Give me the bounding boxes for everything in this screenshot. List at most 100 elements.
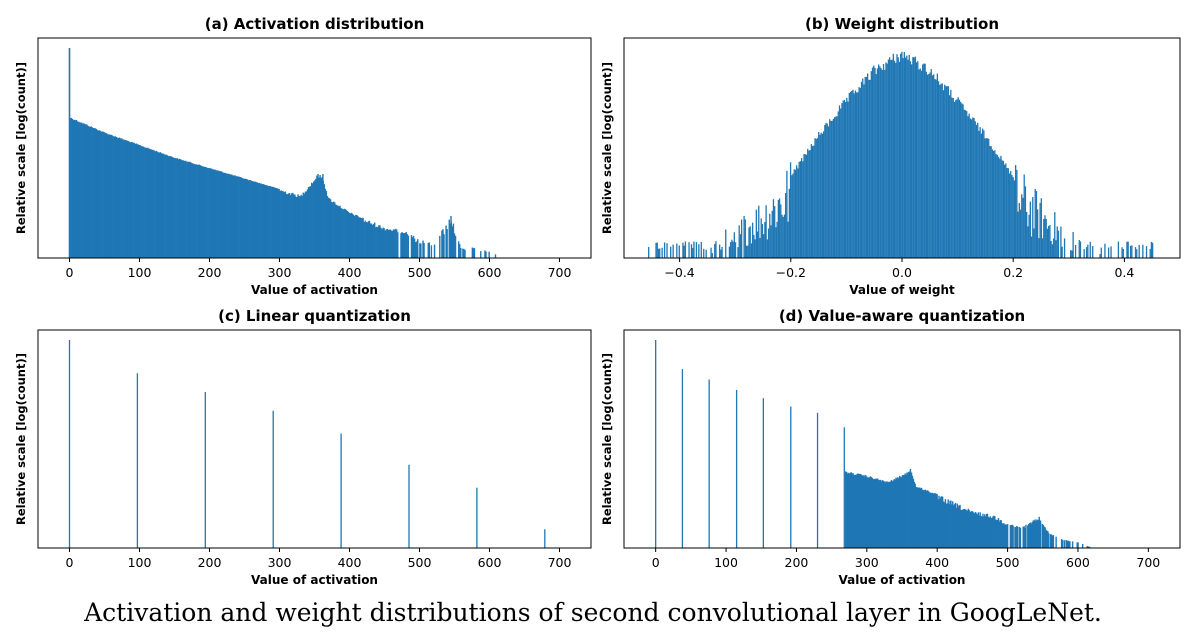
bar <box>206 167 208 258</box>
bar <box>248 180 250 258</box>
bar <box>91 127 93 258</box>
bar <box>448 219 450 258</box>
bar <box>361 218 363 258</box>
bar <box>298 195 300 258</box>
bar <box>151 149 153 258</box>
x-tick-label: 600 <box>1066 555 1090 570</box>
bar <box>1021 194 1023 258</box>
bar <box>1037 209 1039 258</box>
bar <box>815 138 817 258</box>
x-axis-label: Value of activation <box>251 283 378 297</box>
bar <box>318 177 320 258</box>
bar <box>1017 211 1019 258</box>
bar <box>770 225 772 258</box>
bar <box>1078 239 1080 258</box>
bar <box>854 90 857 258</box>
bar <box>275 187 277 258</box>
bar <box>156 151 159 258</box>
bar <box>172 157 174 258</box>
chart-d: 0 100 200 300 400 500 600 700 (d) Value-aware qu… <box>600 307 1181 587</box>
bar <box>1052 535 1055 548</box>
spike-bar <box>762 398 764 548</box>
bar <box>870 477 873 548</box>
bar <box>989 516 991 548</box>
bar <box>93 128 96 258</box>
bar <box>765 205 767 258</box>
bar <box>125 139 127 258</box>
bar <box>959 101 962 258</box>
bar <box>353 214 355 258</box>
bar <box>953 101 956 258</box>
bar <box>1022 197 1024 258</box>
bar <box>919 487 921 548</box>
bar <box>87 125 89 258</box>
x-tick-label: 100 <box>128 555 152 570</box>
bar <box>991 149 994 258</box>
bar <box>930 492 932 548</box>
bar <box>915 487 917 548</box>
bar <box>852 473 854 548</box>
bar <box>1007 168 1009 258</box>
bar <box>1013 180 1016 258</box>
bar <box>897 57 899 258</box>
spike-bar <box>816 412 819 548</box>
bar <box>922 64 924 259</box>
bar <box>923 63 925 258</box>
bar <box>291 193 293 258</box>
bar <box>926 490 928 548</box>
bar <box>389 229 392 258</box>
bar <box>832 118 835 258</box>
bar <box>128 141 130 258</box>
bar <box>1029 201 1031 258</box>
bar <box>161 153 164 258</box>
bar <box>430 245 433 258</box>
bar <box>999 158 1001 258</box>
bar <box>856 473 859 548</box>
bar <box>411 237 414 258</box>
bar <box>994 516 996 548</box>
bar <box>1089 241 1091 258</box>
bar <box>116 137 119 258</box>
bar <box>1023 526 1025 548</box>
bar <box>700 241 702 258</box>
bar <box>838 105 841 258</box>
bar <box>381 229 383 258</box>
bar <box>336 205 338 258</box>
bar <box>287 193 290 258</box>
bar <box>130 142 132 258</box>
bar <box>149 148 151 258</box>
bar <box>114 136 117 258</box>
bar <box>285 193 288 258</box>
x-tick-label: 600 <box>478 555 502 570</box>
bar <box>101 131 103 258</box>
bar <box>112 136 114 258</box>
bar <box>901 51 903 259</box>
bar <box>213 169 215 258</box>
bar <box>312 183 314 258</box>
bar <box>340 208 342 258</box>
bar <box>158 152 161 258</box>
bar <box>122 139 124 258</box>
bar <box>927 490 929 548</box>
bar <box>406 234 408 258</box>
bar <box>804 154 806 258</box>
bar <box>998 521 1001 548</box>
bar <box>186 161 188 258</box>
bar <box>368 220 371 258</box>
bar <box>881 69 883 258</box>
bar <box>1085 247 1088 258</box>
bar <box>75 119 78 259</box>
bar <box>863 474 865 548</box>
bar <box>907 472 909 548</box>
bar <box>219 171 222 258</box>
bar <box>745 245 748 258</box>
bar <box>332 202 334 258</box>
bar <box>956 99 958 258</box>
bar <box>1038 238 1040 258</box>
bar <box>1019 528 1022 548</box>
chart-title: (d) Value-aware quantization <box>779 307 1025 325</box>
bar <box>433 244 436 258</box>
bars-c <box>68 340 546 548</box>
x-tick-label: 0 <box>66 555 74 570</box>
bar <box>379 225 381 258</box>
